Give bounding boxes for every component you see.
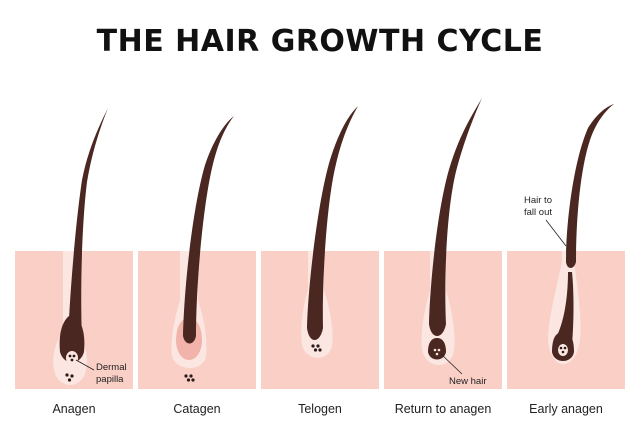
papilla-dots [433,348,441,356]
stage-label-anagen: Anagen [52,402,96,416]
stage-label-catagen: Catagen [173,402,221,416]
stage-early-anagen-illustration: Hair to fall out [507,104,625,389]
old-hair-shaft [566,104,614,268]
dermal-papilla [558,344,568,356]
hair-shaft [68,108,108,340]
papilla-dots [65,354,76,382]
callout-fall-out-line1: Hair to [524,195,552,206]
hair-shaft [183,116,234,344]
stage-label-early-anagen: Early anagen [529,402,603,416]
callout-fall-out-line2: fall out [524,207,552,218]
growing-hair [556,272,574,345]
stage-anagen-illustration: Dermal papilla [15,108,133,389]
papilla-dots [311,344,322,352]
papilla-dots [184,374,195,382]
callout-line-fall-out [545,219,567,247]
callout-dermal-line1: Dermal [96,362,127,373]
diagram-title: THE HAIR GROWTH CYCLE [96,24,544,59]
hair-shaft [429,98,482,336]
callout-line-new-hair [440,353,463,375]
callout-dermal-line2: papilla [96,374,124,385]
stage-telogen-illustration [261,106,379,389]
callout-new-hair: New hair [449,376,487,387]
hair-shaft [307,106,358,340]
stage-label-return-to-anagen: Return to anagen [394,402,492,416]
callout-line-papilla [75,359,95,371]
papilla-dots [559,346,567,354]
dermal-papilla [66,351,78,365]
stage-return-to-anagen-illustration: New hair [384,98,502,389]
stage-label-telogen: Telogen [298,402,342,416]
stage-catagen-illustration [138,116,256,389]
hair-bulb [59,314,85,363]
